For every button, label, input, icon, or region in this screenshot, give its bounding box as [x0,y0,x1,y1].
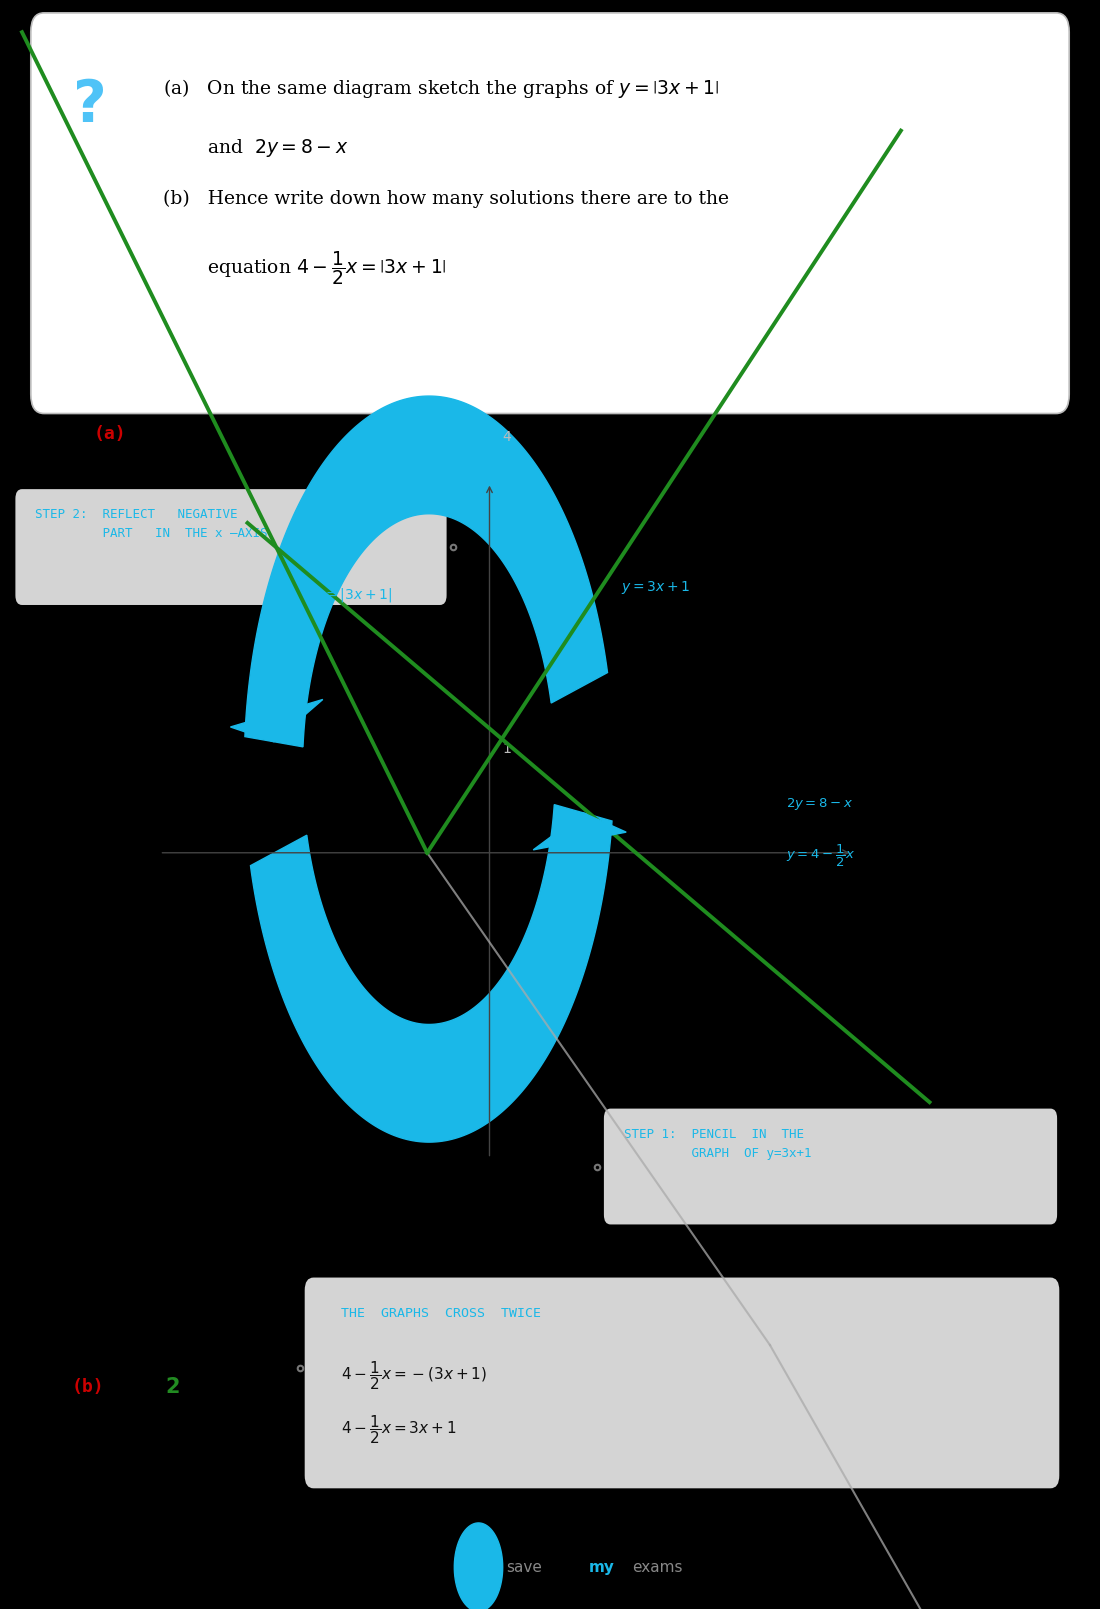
Polygon shape [245,396,607,747]
Text: 4: 4 [503,430,512,444]
Text: 2: 2 [165,1377,179,1397]
Text: and  $2y = 8 - x$: and $2y = 8 - x$ [207,137,349,159]
Polygon shape [454,1524,503,1609]
FancyBboxPatch shape [604,1109,1057,1224]
Text: (b): (b) [72,1377,104,1397]
Text: THE  GRAPHS  CROSS  TWICE: THE GRAPHS CROSS TWICE [341,1307,541,1319]
Text: $y= 4-\dfrac{1}{2}x$: $y= 4-\dfrac{1}{2}x$ [786,843,856,869]
Text: STEP 1:  PENCIL  IN  THE
         GRAPH  OF y=3x+1: STEP 1: PENCIL IN THE GRAPH OF y=3x+1 [624,1128,811,1160]
Text: (b)   Hence write down how many solutions there are to the: (b) Hence write down how many solutions … [163,190,729,208]
FancyBboxPatch shape [305,1278,1059,1488]
Text: exams: exams [632,1559,683,1575]
Polygon shape [534,813,626,850]
Polygon shape [251,804,612,1142]
Polygon shape [230,700,322,742]
Text: 1: 1 [503,742,512,756]
Text: $4 - \dfrac{1}{2}x = 3x+1$: $4 - \dfrac{1}{2}x = 3x+1$ [341,1414,456,1446]
Text: save: save [506,1559,542,1575]
Text: equation $4 - \dfrac{1}{2}x = \left|3x + 1\right|$: equation $4 - \dfrac{1}{2}x = \left|3x +… [207,249,447,288]
FancyBboxPatch shape [31,13,1069,414]
Text: (a): (a) [94,425,126,444]
Text: $y=|3x+1|$: $y=|3x+1|$ [314,586,392,605]
Text: my: my [588,1559,615,1575]
Text: $2y= 8-x$: $2y= 8-x$ [786,796,854,813]
FancyBboxPatch shape [15,489,447,605]
Text: ?: ? [74,77,107,134]
Text: $4 - \dfrac{1}{2}x = -(3x+1)$: $4 - \dfrac{1}{2}x = -(3x+1)$ [341,1360,487,1392]
Text: $y=3x+1$: $y=3x+1$ [621,579,691,595]
Text: STEP 2:  REFLECT   NEGATIVE
         PART   IN  THE x –AXIS: STEP 2: REFLECT NEGATIVE PART IN THE x –… [35,508,267,541]
Text: (a)   On the same diagram sketch the graphs of $y = \left|3x + 1\right|$: (a) On the same diagram sketch the graph… [163,77,719,100]
